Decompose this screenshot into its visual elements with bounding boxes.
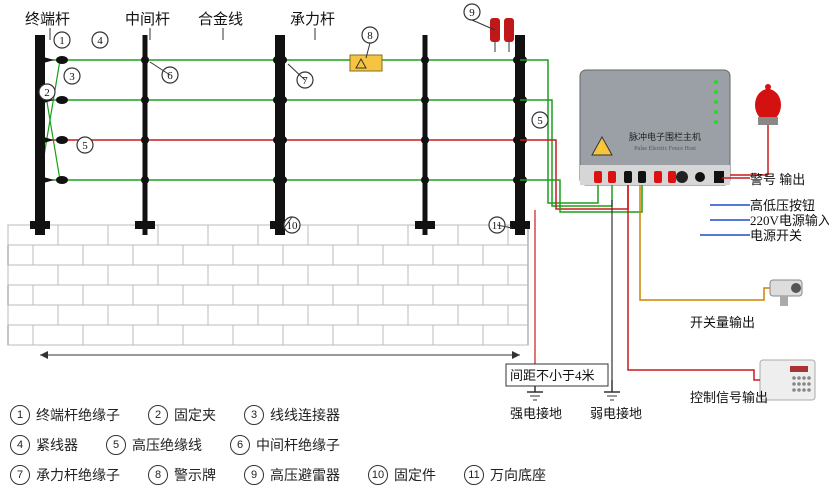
- svg-text:5: 5: [82, 140, 88, 152]
- legend-item-10: 10固定件: [368, 465, 436, 485]
- svg-text:4: 4: [97, 35, 103, 47]
- svg-text:合金线: 合金线: [198, 11, 243, 28]
- svg-text:6: 6: [167, 70, 173, 82]
- svg-text:间距不小于4米: 间距不小于4米: [510, 368, 595, 383]
- svg-text:警号 输出: 警号 输出: [750, 172, 805, 187]
- svg-text:1: 1: [59, 35, 65, 47]
- svg-text:9: 9: [469, 7, 475, 19]
- svg-text:高低压按钮: 高低压按钮: [750, 198, 815, 213]
- svg-text:终端杆: 终端杆: [25, 11, 70, 28]
- legend-item-8: 8警示牌: [148, 465, 216, 485]
- legend-item-7: 7承力杆绝缘子: [10, 465, 120, 485]
- svg-text:7: 7: [302, 75, 308, 87]
- legend-item-9: 9高压避雷器: [244, 465, 340, 485]
- svg-text:控制信号输出: 控制信号输出: [690, 390, 768, 405]
- svg-text:脉冲电子围栏主机: 脉冲电子围栏主机: [629, 131, 701, 142]
- svg-text:3: 3: [69, 71, 75, 83]
- svg-text:2: 2: [44, 87, 50, 99]
- svg-text:220V电源输入: 220V电源输入: [750, 213, 829, 228]
- svg-text:承力杆: 承力杆: [290, 11, 335, 28]
- svg-text:⚡: ⚡: [596, 141, 607, 153]
- fence-diagram: 强电接地弱电接地间距不小于4米⚡脉冲电子围栏主机Pulse Electric F…: [0, 0, 829, 440]
- svg-text:中间杆: 中间杆: [125, 11, 170, 28]
- svg-text:8: 8: [367, 30, 373, 42]
- legend-item-6: 6中间杆绝缘子: [230, 435, 340, 455]
- legend-item-4: 4紧线器: [10, 435, 78, 455]
- svg-text:Pulse Electric Fence Host: Pulse Electric Fence Host: [634, 146, 696, 152]
- legend-item-2: 2固定夹: [148, 405, 216, 425]
- svg-text:电源开关: 电源开关: [750, 228, 802, 243]
- legend-item-3: 3线线连接器: [244, 405, 340, 425]
- legend: 1终端杆绝缘子 2固定夹 3线线连接器 4紧线器 5高压绝缘线 6中间杆绝缘子 7承力杆绝缘…: [0, 395, 546, 485]
- legend-item-11: 11万向底座: [464, 465, 546, 485]
- legend-item-5: 5高压绝缘线: [106, 435, 202, 455]
- svg-text:5: 5: [537, 115, 543, 127]
- svg-text:弱电接地: 弱电接地: [590, 406, 642, 421]
- svg-text:开关量输出: 开关量输出: [690, 315, 755, 330]
- legend-item-1: 1终端杆绝缘子: [10, 405, 120, 425]
